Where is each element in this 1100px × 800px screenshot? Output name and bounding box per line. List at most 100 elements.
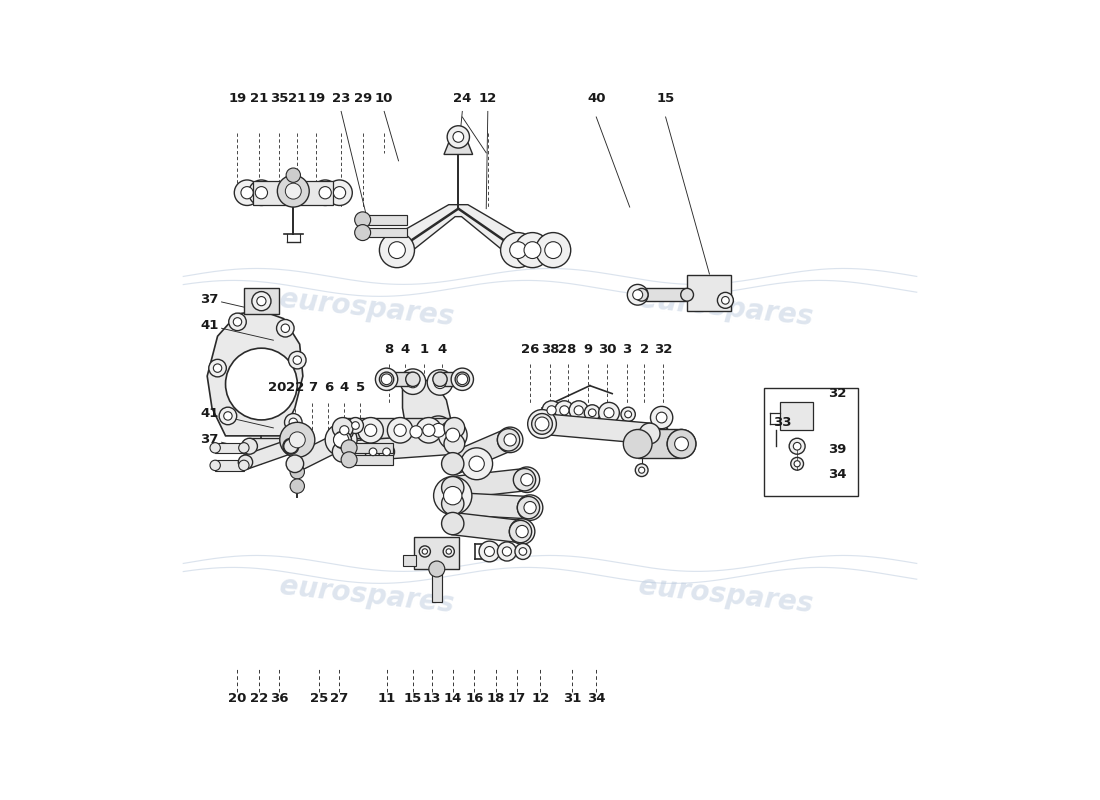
Polygon shape: [250, 438, 290, 454]
Circle shape: [791, 458, 803, 470]
Circle shape: [639, 423, 660, 444]
Circle shape: [627, 285, 648, 305]
Circle shape: [509, 242, 527, 258]
Text: 20: 20: [229, 691, 246, 705]
Circle shape: [650, 406, 673, 429]
Circle shape: [252, 291, 271, 310]
Circle shape: [497, 427, 522, 453]
Polygon shape: [342, 434, 455, 462]
Circle shape: [293, 356, 301, 364]
Text: 14: 14: [443, 691, 462, 705]
Circle shape: [249, 180, 274, 206]
Text: 4: 4: [438, 343, 447, 356]
Circle shape: [441, 513, 464, 534]
Circle shape: [276, 319, 294, 337]
Circle shape: [223, 412, 232, 420]
Text: 12: 12: [478, 92, 497, 105]
Circle shape: [424, 416, 453, 445]
Circle shape: [674, 437, 689, 450]
Text: 25: 25: [310, 691, 328, 705]
Text: 35: 35: [270, 92, 288, 105]
Circle shape: [639, 467, 645, 474]
Circle shape: [588, 409, 596, 417]
Text: 34: 34: [587, 691, 605, 705]
Circle shape: [364, 424, 376, 437]
Text: 30: 30: [598, 343, 617, 356]
Circle shape: [226, 348, 297, 420]
Circle shape: [536, 233, 571, 268]
Circle shape: [433, 477, 472, 515]
Circle shape: [348, 418, 363, 434]
Circle shape: [354, 212, 371, 228]
Bar: [244, 288, 279, 314]
Circle shape: [722, 297, 729, 304]
Circle shape: [379, 372, 394, 386]
Polygon shape: [444, 138, 473, 154]
Circle shape: [289, 432, 306, 448]
Text: 40: 40: [587, 92, 605, 105]
Circle shape: [632, 290, 642, 300]
Circle shape: [439, 421, 468, 450]
Polygon shape: [216, 460, 244, 470]
Circle shape: [333, 432, 349, 447]
Circle shape: [255, 186, 267, 199]
Circle shape: [352, 422, 360, 430]
Polygon shape: [641, 288, 688, 301]
Text: 23: 23: [332, 92, 350, 105]
Text: 37: 37: [200, 434, 219, 446]
Circle shape: [416, 418, 441, 443]
Circle shape: [717, 292, 734, 308]
Polygon shape: [386, 205, 529, 263]
Circle shape: [431, 423, 446, 437]
Polygon shape: [343, 418, 454, 438]
Circle shape: [509, 520, 531, 542]
Circle shape: [334, 431, 352, 449]
Bar: [253, 181, 333, 205]
Circle shape: [554, 401, 574, 420]
Text: 41: 41: [200, 319, 219, 332]
Circle shape: [500, 233, 536, 268]
Polygon shape: [243, 439, 294, 469]
Circle shape: [422, 424, 435, 437]
Circle shape: [547, 406, 557, 415]
Circle shape: [517, 495, 542, 520]
Circle shape: [365, 444, 381, 460]
Circle shape: [327, 180, 352, 206]
Circle shape: [332, 442, 353, 462]
Text: 1: 1: [419, 343, 429, 356]
Circle shape: [370, 448, 377, 456]
Polygon shape: [432, 569, 441, 602]
Polygon shape: [292, 432, 346, 472]
Text: 10: 10: [375, 92, 394, 105]
Polygon shape: [452, 493, 529, 518]
Circle shape: [584, 405, 601, 421]
Circle shape: [290, 479, 305, 494]
Circle shape: [441, 453, 464, 475]
Circle shape: [379, 233, 415, 268]
Circle shape: [219, 407, 236, 425]
Text: 16: 16: [465, 691, 484, 705]
Circle shape: [636, 464, 648, 477]
Text: 36: 36: [270, 691, 288, 705]
Circle shape: [209, 359, 227, 377]
Text: 22: 22: [250, 691, 268, 705]
Circle shape: [461, 448, 493, 480]
Circle shape: [290, 465, 305, 479]
Circle shape: [312, 180, 338, 206]
Circle shape: [285, 414, 303, 431]
Circle shape: [519, 548, 527, 555]
Circle shape: [448, 126, 470, 148]
Polygon shape: [403, 378, 450, 438]
Text: 7: 7: [308, 381, 317, 394]
Circle shape: [279, 422, 315, 458]
Text: 27: 27: [330, 691, 348, 705]
Circle shape: [789, 438, 805, 454]
Circle shape: [354, 225, 371, 241]
Circle shape: [326, 424, 358, 456]
Text: 5: 5: [355, 381, 365, 394]
Circle shape: [444, 418, 464, 438]
Bar: [404, 554, 416, 566]
Circle shape: [443, 546, 454, 557]
Circle shape: [284, 439, 298, 454]
Polygon shape: [349, 455, 393, 465]
